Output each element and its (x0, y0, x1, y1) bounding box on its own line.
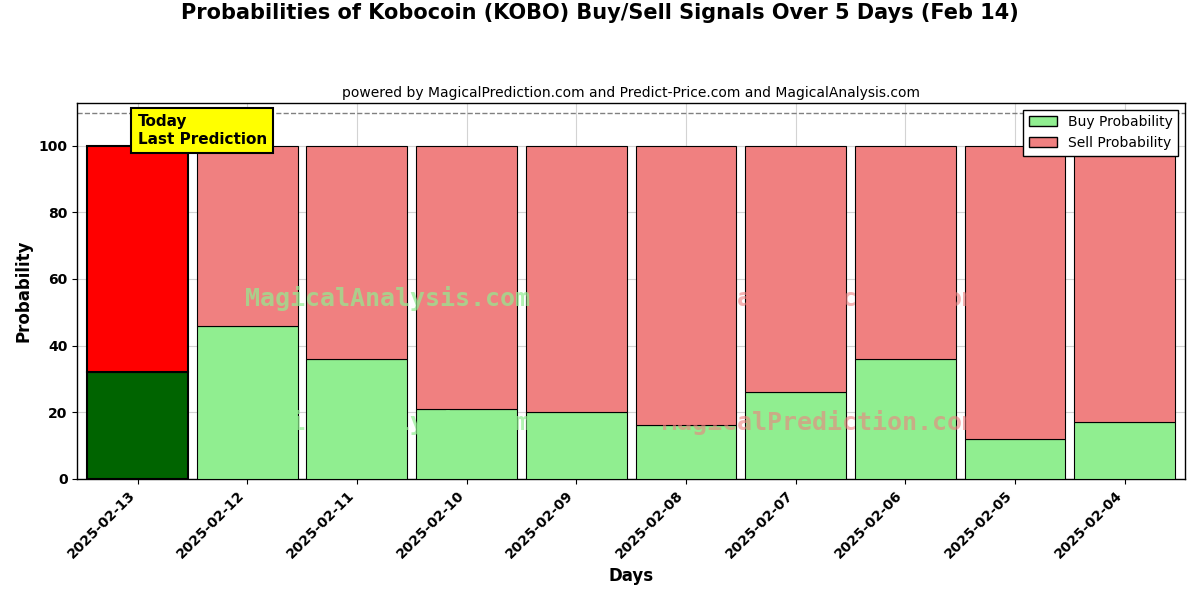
Bar (526, 412, 626, 479)
Bar (197, 146, 298, 326)
Bar (636, 425, 737, 479)
X-axis label: Days: Days (608, 567, 654, 585)
Text: Probabilities of Kobocoin (KOBO) Buy/Sell Signals Over 5 Days (Feb 14): Probabilities of Kobocoin (KOBO) Buy/Sel… (181, 3, 1019, 23)
Bar (306, 146, 408, 359)
Text: Today
Last Prediction: Today Last Prediction (138, 114, 266, 146)
Bar (197, 326, 298, 479)
Text: MagicalPrediction.com: MagicalPrediction.com (662, 286, 977, 311)
Bar (1074, 146, 1175, 422)
Bar (745, 392, 846, 479)
Text: MagicalPrediction.com: MagicalPrediction.com (662, 410, 977, 435)
Bar (636, 146, 737, 425)
Bar (88, 372, 188, 479)
Bar (526, 146, 626, 412)
Bar (854, 359, 955, 479)
Bar (854, 146, 955, 359)
Bar (416, 146, 517, 409)
Bar (1074, 422, 1175, 479)
Text: MagicalAnalysis.com: MagicalAnalysis.com (245, 286, 530, 311)
Title: powered by MagicalPrediction.com and Predict-Price.com and MagicalAnalysis.com: powered by MagicalPrediction.com and Pre… (342, 86, 920, 100)
Legend: Buy Probability, Sell Probability: Buy Probability, Sell Probability (1024, 110, 1178, 155)
Bar (965, 439, 1066, 479)
Text: MagicalAnalysis.com: MagicalAnalysis.com (245, 410, 530, 435)
Bar (416, 409, 517, 479)
Y-axis label: Probability: Probability (14, 239, 32, 342)
Bar (965, 146, 1066, 439)
Bar (88, 146, 188, 372)
Bar (745, 146, 846, 392)
Bar (306, 359, 408, 479)
